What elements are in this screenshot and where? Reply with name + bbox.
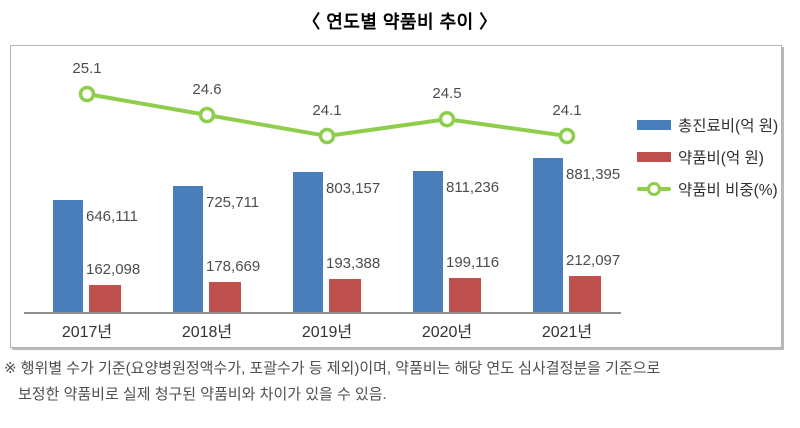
x-tick-2018년: 2018년: [181, 324, 233, 341]
ratio-marker-2020년: [438, 110, 456, 128]
legend-swatch-drug: [637, 152, 671, 162]
footnote-line2: 보정한 약품비로 실제 청구된 약품비와 차이가 있을 수 있음.: [18, 386, 387, 403]
bar-total-2020년: [413, 170, 443, 313]
label-total-2019년: 803,157: [326, 180, 381, 198]
label-ratio-2021년: 24.1: [552, 102, 582, 119]
label-ratio-2017년: 25.1: [72, 60, 102, 77]
ratio-line-series: [78, 85, 576, 145]
legend-label-total: 총진료비(억 원): [678, 118, 779, 135]
bar-drug-2020년: [449, 278, 481, 313]
legend-label-drug: 약품비(억 원): [678, 150, 764, 167]
bar-drug-2019년: [329, 279, 361, 313]
bar-total-2021년: [533, 158, 563, 313]
bar-total-2019년: [293, 172, 323, 313]
label-total-2020년: 811,236: [446, 178, 500, 196]
chart-frame: 646,111 162,098 2017년 25.1 725,711 178,669 201…: [10, 45, 782, 348]
label-drug-2021년: 212,097: [566, 251, 621, 269]
legend-swatch-ratio: [637, 178, 671, 200]
bar-drug-2018년: [209, 281, 241, 313]
bar-total-2018년: [173, 185, 203, 313]
label-ratio-2019년: 24.1: [312, 102, 342, 119]
label-ratio-2018년: 24.6: [192, 81, 222, 98]
x-tick-2019년: 2019년: [301, 324, 353, 341]
bar-drug-2017년: [89, 284, 121, 313]
legend-label-ratio: 약품비 비중(%): [678, 182, 778, 199]
label-ratio-2020년: 24.5: [432, 85, 462, 103]
label-total-2017년: 646,111: [86, 207, 138, 225]
label-total-2021년: 881,395: [566, 166, 621, 184]
label-drug-2017년: 162,098: [86, 260, 141, 278]
x-tick-2017년: 2017년: [61, 324, 113, 341]
legend-swatch-total: [637, 120, 671, 130]
label-total-2018년: 725,711: [206, 193, 260, 211]
ratio-marker-2017년: [78, 85, 96, 103]
ratio-marker-2021년: [558, 127, 576, 145]
legend: 총진료비(억 원) 약품비(억 원) 약품비 비중(%): [637, 114, 787, 210]
footnote-line1: ※ 행위별 수가 기준(요양병원정액수가, 포괄수가 등 제외)이며, 약품비는…: [4, 360, 661, 377]
x-axis-line: [24, 312, 621, 314]
legend-item-ratio: 약품비 비중(%): [637, 178, 787, 200]
x-tick-2021년: 2021년: [541, 324, 593, 341]
ratio-marker-2019년: [318, 127, 336, 145]
plot-area: 646,111 162,098 2017년 25.1 725,711 178,669 201…: [11, 46, 631, 346]
legend-item-drug: 약품비(억 원): [637, 146, 787, 168]
legend-marker-icon: [647, 182, 661, 196]
label-drug-2020년: 199,116: [446, 254, 500, 272]
bar-total-2017년: [53, 199, 83, 313]
ratio-marker-2018년: [198, 106, 216, 124]
x-tick-2020년: 2020년: [421, 324, 473, 341]
label-drug-2019년: 193,388: [326, 255, 381, 273]
label-drug-2018년: 178,669: [206, 257, 261, 275]
chart-title: 〈 연도별 약품비 추이 〉: [302, 12, 498, 32]
footnote: ※ 행위별 수가 기준(요양병원정액수가, 포괄수가 등 제외)이며, 약품비는…: [4, 356, 796, 408]
legend-item-total: 총진료비(억 원): [637, 114, 787, 136]
bar-drug-2021년: [569, 275, 601, 313]
